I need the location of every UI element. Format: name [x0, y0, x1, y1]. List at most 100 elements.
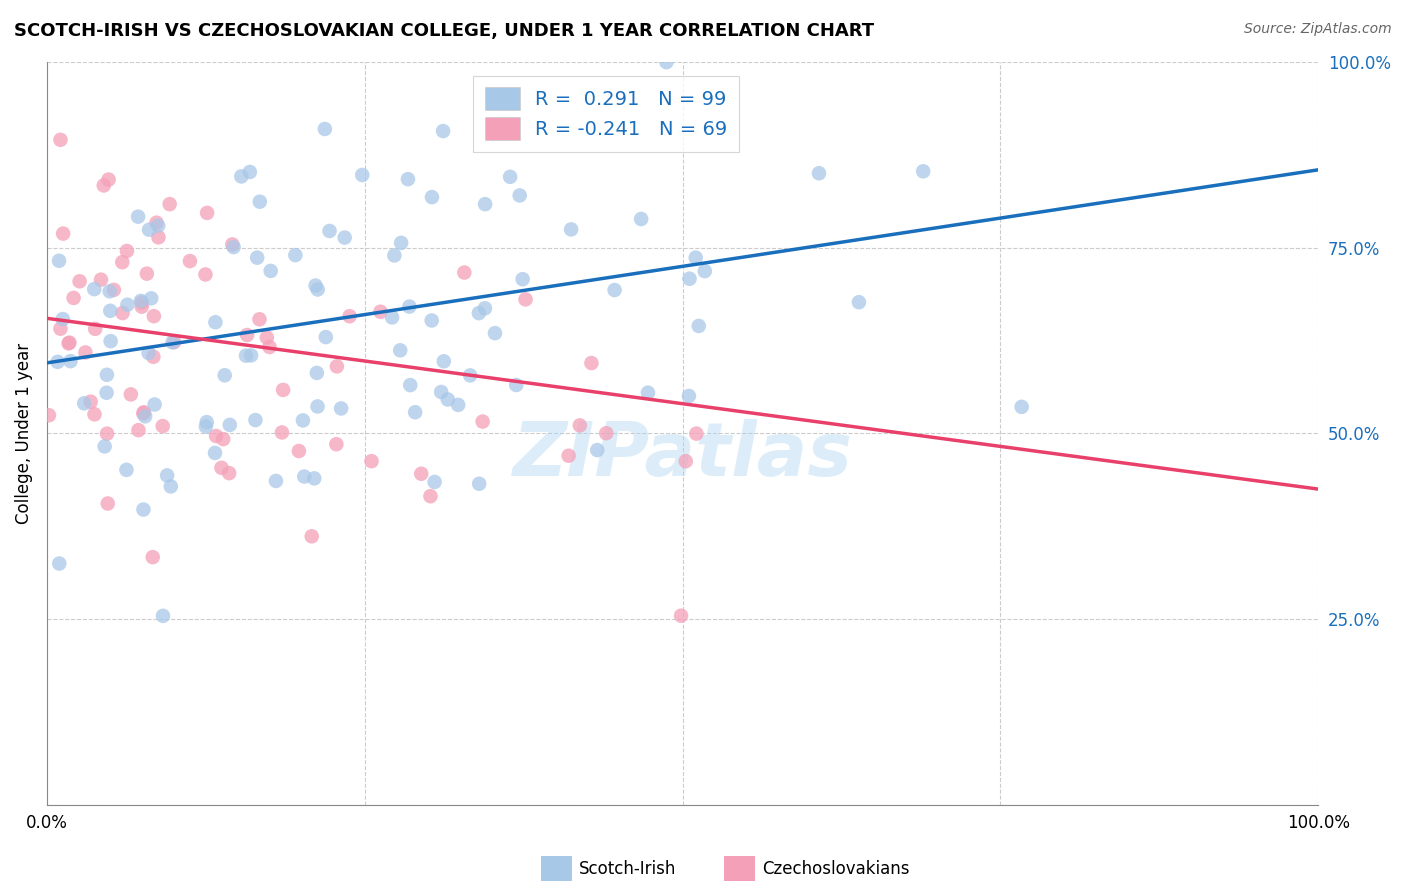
- Point: [399, 378, 422, 392]
- Text: Scotch-Irish: Scotch-Irish: [579, 860, 676, 878]
- Point: [152, 419, 174, 434]
- Point: [291, 413, 314, 427]
- Point: [370, 304, 392, 318]
- Point: [568, 418, 591, 433]
- Point: [474, 197, 496, 211]
- Point: [162, 335, 184, 350]
- Point: [304, 278, 326, 293]
- Point: [420, 313, 443, 327]
- Point: [111, 306, 134, 320]
- Point: [141, 291, 163, 305]
- Point: [218, 466, 240, 480]
- Point: [93, 439, 115, 453]
- Point: [305, 366, 328, 380]
- Point: [301, 529, 323, 543]
- Point: [97, 172, 120, 186]
- Point: [218, 417, 240, 432]
- Point: [458, 368, 481, 383]
- Point: [52, 312, 75, 326]
- Point: [98, 285, 121, 299]
- Point: [360, 454, 382, 468]
- Point: [675, 454, 697, 468]
- Point: [430, 384, 453, 399]
- Point: [132, 502, 155, 516]
- Point: [398, 300, 420, 314]
- Point: [637, 385, 659, 400]
- Point: [69, 274, 91, 288]
- Point: [98, 303, 121, 318]
- Point: [512, 272, 534, 286]
- Point: [603, 283, 626, 297]
- Point: [669, 608, 692, 623]
- Point: [249, 312, 271, 326]
- Point: [96, 426, 118, 441]
- Point: [381, 310, 404, 325]
- Point: [159, 479, 181, 493]
- Point: [581, 356, 603, 370]
- Point: [468, 476, 491, 491]
- Point: [103, 283, 125, 297]
- Point: [326, 359, 349, 374]
- Point: [75, 345, 97, 359]
- Point: [685, 426, 707, 441]
- Point: [132, 407, 155, 421]
- Point: [96, 385, 118, 400]
- Point: [156, 468, 179, 483]
- Point: [1011, 400, 1033, 414]
- Point: [52, 227, 75, 241]
- Point: [685, 251, 707, 265]
- Point: [231, 169, 253, 184]
- Point: [693, 264, 716, 278]
- Point: [468, 306, 491, 320]
- Point: [404, 405, 426, 419]
- Point: [655, 55, 678, 70]
- Point: [100, 334, 122, 348]
- Point: [235, 349, 257, 363]
- Point: [79, 394, 101, 409]
- Point: [83, 282, 105, 296]
- Point: [246, 251, 269, 265]
- Point: [474, 301, 496, 316]
- Point: [221, 237, 243, 252]
- Point: [111, 255, 134, 269]
- Legend: R =  0.291   N = 99, R = -0.241   N = 69: R = 0.291 N = 99, R = -0.241 N = 69: [474, 76, 740, 152]
- Point: [515, 293, 537, 307]
- Point: [433, 354, 456, 368]
- Point: [288, 444, 311, 458]
- Point: [152, 608, 174, 623]
- Point: [314, 122, 336, 136]
- Point: [204, 315, 226, 329]
- Point: [330, 401, 353, 416]
- Point: [49, 321, 72, 335]
- Point: [436, 392, 458, 407]
- Point: [143, 397, 166, 411]
- Point: [195, 206, 218, 220]
- Point: [325, 437, 347, 451]
- Point: [48, 253, 70, 268]
- Point: [148, 230, 170, 244]
- Point: [97, 496, 120, 510]
- Point: [499, 169, 522, 184]
- Point: [509, 188, 531, 202]
- Point: [120, 387, 142, 401]
- Point: [59, 354, 82, 368]
- Point: [159, 197, 181, 211]
- Point: [131, 300, 153, 314]
- Point: [259, 340, 281, 354]
- Point: [83, 407, 105, 421]
- Point: [271, 425, 294, 440]
- Point: [678, 271, 700, 285]
- Point: [239, 165, 262, 179]
- Text: SCOTCH-IRISH VS CZECHOSLOVAKIAN COLLEGE, UNDER 1 YEAR CORRELATION CHART: SCOTCH-IRISH VS CZECHOSLOVAKIAN COLLEGE,…: [14, 22, 875, 40]
- Y-axis label: College, Under 1 year: College, Under 1 year: [15, 343, 32, 524]
- Point: [912, 164, 935, 178]
- Text: ZIPatlas: ZIPatlas: [513, 419, 852, 492]
- Point: [318, 224, 340, 238]
- Point: [432, 124, 454, 138]
- Point: [453, 266, 475, 280]
- Point: [194, 268, 217, 282]
- Point: [271, 383, 294, 397]
- Point: [420, 190, 443, 204]
- Point: [315, 330, 337, 344]
- Point: [194, 419, 217, 434]
